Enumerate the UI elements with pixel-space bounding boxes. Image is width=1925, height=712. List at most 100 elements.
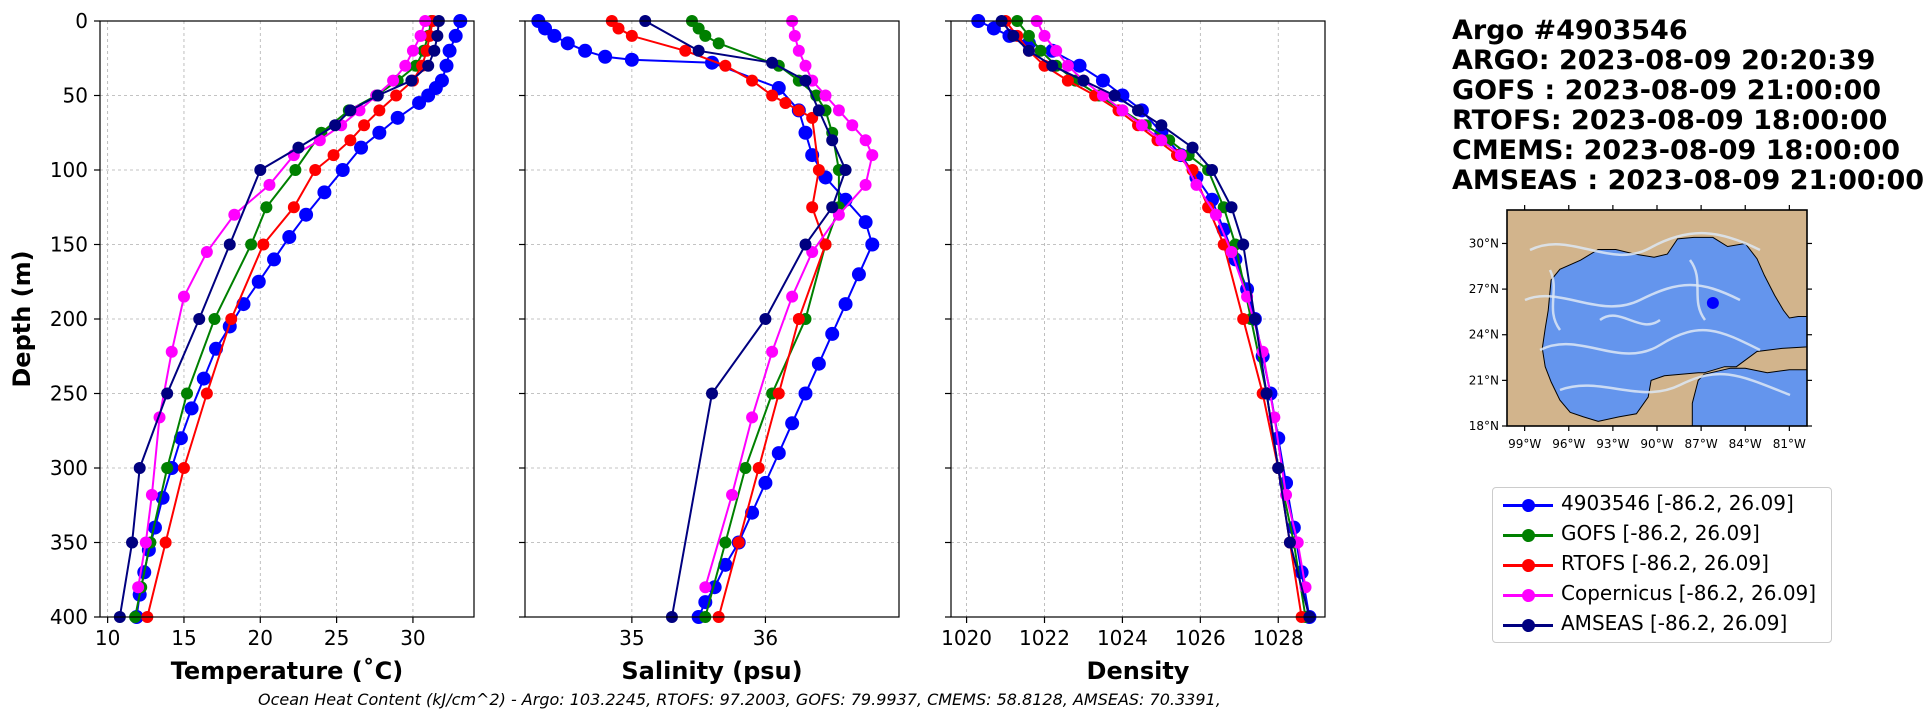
data-point	[165, 345, 178, 358]
data-point	[145, 488, 158, 501]
legend-label: AMSEAS [-86.2, 26.09]	[1561, 611, 1788, 635]
data-point	[1077, 74, 1090, 87]
data-point	[538, 21, 553, 36]
data-point	[287, 201, 300, 214]
data-point	[299, 207, 314, 222]
data-point	[1237, 313, 1250, 325]
data-point	[1095, 73, 1110, 88]
data-point	[200, 245, 213, 258]
info-title: Argo #4903546	[1452, 15, 1688, 46]
data-point	[1260, 387, 1273, 400]
legend-item-argo: 4903546 [-86.2, 26.09]	[1493, 490, 1833, 520]
data-point	[866, 149, 879, 162]
series-line	[1035, 20, 1307, 588]
y-tick-label: 350	[50, 531, 88, 555]
data-point	[442, 43, 457, 58]
data-point	[719, 536, 732, 549]
data-point	[812, 164, 825, 176]
data-point	[851, 267, 866, 282]
map-lat-label: 24°N	[1469, 328, 1499, 342]
data-point	[732, 536, 745, 549]
map-lon-label: 93°W	[1596, 437, 1629, 451]
data-point	[799, 74, 812, 87]
legend-marker	[1522, 589, 1535, 602]
data-point	[706, 387, 718, 400]
data-point	[1034, 44, 1047, 57]
legend-item-amseas: AMSEAS [-86.2, 26.09]	[1493, 610, 1833, 640]
data-point	[412, 95, 427, 110]
data-point	[798, 386, 813, 401]
data-point	[358, 119, 371, 132]
data-point	[1272, 462, 1285, 474]
series-line	[644, 20, 847, 618]
map-lon-label: 84°W	[1729, 437, 1762, 451]
profile-panel-2: 35 36 Salinity (psu)	[519, 14, 900, 685]
data-point	[798, 125, 813, 140]
data-point	[1022, 44, 1035, 57]
data-point	[1202, 201, 1215, 214]
info-amseas-time: AMSEAS : 2023-08-09 21:00:00	[1452, 165, 1925, 196]
data-point	[309, 164, 322, 176]
x-tick-label: 20	[248, 626, 273, 650]
data-point	[177, 462, 190, 474]
data-point	[329, 119, 342, 132]
legend-label: GOFS [-86.2, 26.09]	[1561, 521, 1760, 545]
data-point	[344, 134, 357, 147]
series-gofs	[129, 15, 438, 623]
y-tick-label: 200	[50, 307, 88, 331]
map-lon-label: 81°W	[1773, 437, 1806, 451]
data-point	[373, 104, 386, 117]
data-point	[1072, 58, 1087, 73]
data-point	[1132, 104, 1144, 117]
data-point	[799, 59, 812, 72]
data-point	[133, 462, 146, 474]
data-point	[1061, 59, 1074, 72]
data-point	[139, 536, 152, 549]
legend-item-rtofs: RTOFS [-86.2, 26.09]	[1493, 550, 1833, 580]
x-tick-label: 1022	[1019, 626, 1070, 650]
data-point	[826, 201, 839, 214]
data-point	[1283, 536, 1296, 549]
data-point	[260, 201, 273, 214]
data-point	[344, 104, 357, 117]
y-tick-label: 150	[50, 233, 88, 257]
data-point	[1186, 141, 1199, 154]
data-point	[771, 446, 786, 461]
data-point	[624, 52, 639, 67]
data-point	[223, 238, 236, 251]
data-point	[788, 29, 801, 42]
profile-panel-3: 1020 1022 1024 1026 1028 Density	[941, 14, 1326, 685]
data-point	[245, 238, 258, 251]
data-point	[173, 431, 188, 446]
data-point	[785, 416, 800, 431]
map-lon-label: 87°W	[1685, 437, 1718, 451]
data-point	[208, 313, 221, 325]
series-copernicus	[1030, 15, 1312, 594]
data-point	[371, 89, 384, 102]
x-tick-label: 30	[400, 626, 425, 650]
data-point	[431, 29, 444, 42]
info-cmems-time: CMEMS: 2023-08-09 18:00:00	[1452, 135, 1901, 166]
map-caribbean-ocean	[1691, 367, 1808, 427]
legend-marker	[1522, 529, 1535, 542]
data-point	[267, 252, 282, 267]
map-current-streamline	[1529, 231, 1761, 257]
data-point	[159, 536, 172, 549]
inset-map: 30°N 27°N 24°N 21°N 18°N 99°W 96°W 93°W 90°W 87°W…	[1469, 205, 1812, 451]
data-point	[1155, 134, 1168, 147]
y-tick-label: 300	[50, 456, 88, 480]
data-point	[826, 134, 839, 147]
info-argo-time: ARGO: 2023-08-09 20:20:39	[1452, 45, 1876, 76]
map-current-streamline	[1539, 329, 1761, 355]
data-point	[317, 185, 332, 200]
data-point	[699, 29, 712, 42]
series-amseas	[639, 15, 852, 623]
data-point	[578, 43, 593, 58]
map-float-marker	[1706, 296, 1719, 309]
ohc-footer: Ocean Heat Content (kJ/cm^2) - Argo: 103…	[258, 690, 1221, 709]
legend-item-gofs: GOFS [-86.2, 26.09]	[1493, 520, 1833, 550]
data-point	[405, 74, 418, 87]
data-point	[1248, 313, 1261, 325]
data-point	[1116, 104, 1129, 117]
data-point	[200, 387, 213, 400]
